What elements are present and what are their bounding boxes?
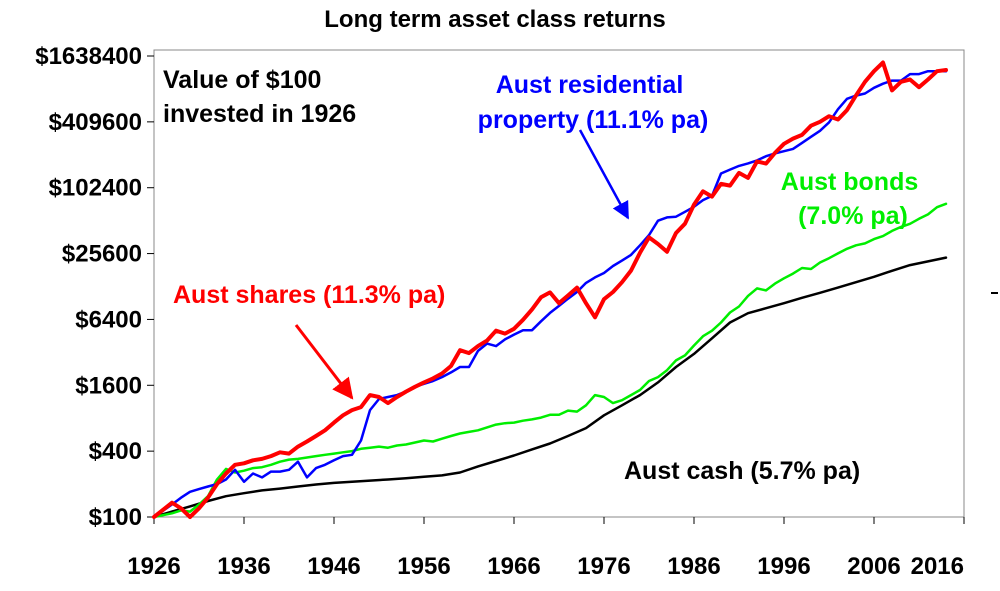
x-tick-label: 1936 [217, 553, 270, 580]
x-tick-label: 1946 [307, 553, 360, 580]
y-tick-label: $1638400 [35, 43, 142, 70]
annotation-value-note-line-2: invested in 1926 [163, 100, 356, 128]
series-line-shares [152, 60, 948, 519]
x-tick-label: 1986 [667, 553, 720, 580]
annotation-value-note: Value of $100 invested in 1926 [163, 66, 356, 128]
annotation-bonds-line-1: Aust bonds [781, 168, 919, 196]
y-tick-label: $100 [89, 504, 142, 531]
annotation-bonds: Aust bonds (7.0% pa) [781, 168, 925, 230]
annotation-property-line-2: property (11.1% pa) [478, 106, 709, 134]
series-line-property [152, 69, 948, 519]
x-tick-label: 2006 [847, 553, 900, 580]
annotation-property: Aust residential property (11.1% pa) [478, 71, 709, 134]
annotation-value-note-line-1: Value of $100 [163, 66, 321, 94]
x-tick-label: 1956 [397, 553, 450, 580]
y-tick-label: $1600 [75, 372, 142, 399]
x-tick-label: 2016 [911, 553, 964, 580]
x-tick-label: 1926 [127, 553, 180, 580]
x-tick-label: 1996 [757, 553, 810, 580]
annotation-shares: Aust shares (11.3% pa) [173, 281, 445, 309]
x-tick-label: 1966 [487, 553, 540, 580]
annotation-bonds-line-2: (7.0% pa) [798, 202, 908, 230]
y-tick-label: $400 [89, 438, 142, 465]
series-line-cash [152, 256, 948, 519]
y-tick-label: $409600 [49, 109, 142, 136]
series-layer [152, 60, 948, 519]
y-tick-label: $6400 [75, 306, 142, 333]
series-line-bonds [152, 202, 948, 519]
x-axis: 1926 1936 1946 1956 1966 1976 1986 1996 2006 2016 [127, 517, 965, 580]
annotation-property-line-1: Aust residential [496, 71, 684, 99]
x-tick-label: 1976 [577, 553, 630, 580]
annotation-cash: Aust cash (5.7% pa) [624, 457, 860, 485]
y-tick-label: $102400 [49, 175, 142, 202]
y-axis: $100 $400 $1600 $6400 $25600 $102400 $409600 $1… [35, 43, 154, 531]
property-arrow [578, 129, 630, 220]
chart-title: Long term asset class returns [324, 6, 665, 33]
shares-arrow [294, 324, 354, 400]
y-tick-label: $25600 [62, 241, 142, 268]
